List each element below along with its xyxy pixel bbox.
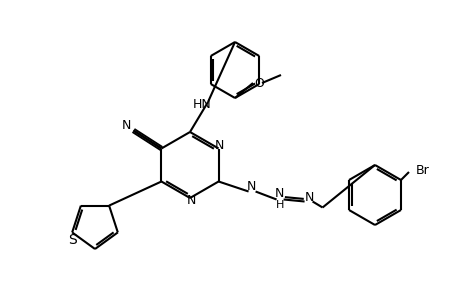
Text: N: N <box>304 191 313 204</box>
Text: H: H <box>275 200 283 209</box>
Text: N: N <box>122 119 131 132</box>
Text: S: S <box>67 233 76 248</box>
Text: O: O <box>253 76 263 89</box>
Text: N: N <box>186 194 195 208</box>
Text: N: N <box>214 139 224 152</box>
Text: N: N <box>274 187 284 200</box>
Text: Br: Br <box>415 164 429 176</box>
Text: N: N <box>246 180 256 193</box>
Text: HN: HN <box>192 98 211 110</box>
